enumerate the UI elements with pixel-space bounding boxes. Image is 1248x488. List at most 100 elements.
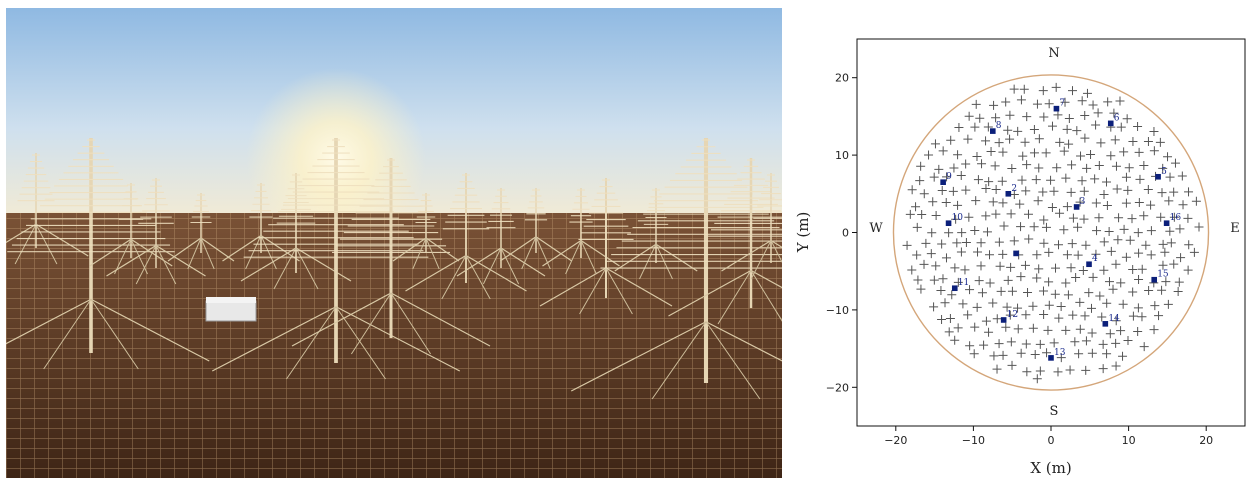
- antenna-marker: [1166, 238, 1176, 248]
- antenna-marker: [1169, 212, 1179, 222]
- antenna-marker: [973, 247, 983, 257]
- antenna-marker: [1073, 250, 1083, 260]
- antenna-marker: [1109, 108, 1119, 118]
- antenna-marker: [1075, 297, 1085, 307]
- antenna-marker: [1046, 175, 1056, 185]
- antenna-marker: [996, 286, 1006, 296]
- antenna-marker: [946, 135, 956, 145]
- antenna-marker: [1128, 264, 1138, 274]
- antenna-tree: [211, 138, 461, 380]
- antenna-marker: [973, 175, 983, 185]
- antenna-marker: [1051, 82, 1061, 92]
- antenna-marker: [972, 152, 982, 162]
- antenna-marker: [1044, 300, 1054, 310]
- antenna-marker: [1068, 213, 1078, 223]
- antenna-marker: [1096, 138, 1106, 148]
- antenna-marker: [985, 250, 995, 260]
- antenna-marker: [981, 211, 991, 221]
- antenna-marker: [1134, 197, 1144, 207]
- antenna-marker: [1043, 325, 1053, 335]
- antenna-marker: [1049, 186, 1059, 196]
- antenna-marker: [985, 278, 995, 288]
- antenna-marker: [1029, 125, 1039, 135]
- antenna-marker: [981, 183, 991, 193]
- antenna-marker: [1075, 197, 1085, 207]
- antenna-marker: [1041, 148, 1051, 158]
- antenna-marker: [1111, 338, 1121, 348]
- antenna-marker: [1146, 250, 1156, 260]
- antenna-marker: [1016, 95, 1026, 105]
- antenna-marker: [1183, 265, 1193, 275]
- antenna-marker: [953, 150, 963, 160]
- antenna-marker: [1081, 240, 1091, 250]
- highlighted-tile-marker: [1000, 317, 1007, 323]
- antenna-marker: [977, 159, 987, 169]
- antenna-marker: [1022, 367, 1032, 377]
- antenna-marker: [1016, 222, 1026, 232]
- antenna-marker: [1183, 213, 1193, 223]
- antenna-marker: [976, 261, 986, 271]
- antenna-marker: [970, 225, 980, 235]
- antenna-marker: [1077, 96, 1087, 106]
- antenna-marker: [940, 298, 950, 308]
- antenna-marker: [1189, 247, 1199, 257]
- antenna-marker: [1133, 326, 1143, 336]
- antenna-marker: [1122, 114, 1132, 124]
- antenna-marker: [953, 323, 963, 333]
- antenna-marker: [954, 123, 964, 133]
- antenna-marker: [1165, 226, 1175, 236]
- antenna-marker: [965, 341, 975, 351]
- antenna-marker: [1157, 285, 1167, 295]
- antenna-marker: [1001, 322, 1011, 332]
- antenna-marker: [1051, 263, 1061, 273]
- antenna-marker: [1139, 342, 1149, 352]
- antenna-marker: [956, 247, 966, 257]
- antenna-marker: [931, 261, 941, 271]
- antenna-marker: [988, 298, 998, 308]
- antenna-marker: [1003, 125, 1013, 135]
- antenna-marker: [1158, 260, 1168, 270]
- antenna-marker: [1170, 158, 1180, 168]
- antenna-marker: [1047, 121, 1057, 131]
- antenna-marker: [1101, 177, 1111, 187]
- antenna-marker: [1111, 361, 1121, 371]
- antenna-marker: [1005, 134, 1015, 144]
- antenna-marker: [1034, 163, 1044, 173]
- antenna-marker: [997, 176, 1007, 186]
- antenna-marker: [1080, 311, 1090, 321]
- antenna-marker: [1164, 196, 1174, 206]
- antenna-marker: [1133, 303, 1143, 313]
- highlighted-tile-marker: [1107, 120, 1114, 127]
- antenna-marker: [934, 164, 944, 174]
- antenna-marker: [927, 228, 937, 238]
- antenna-marker: [1053, 367, 1063, 377]
- antenna-marker: [1150, 301, 1160, 311]
- highlighted-tile-label: 14: [1108, 314, 1120, 324]
- antenna-marker: [950, 263, 960, 273]
- compass-south: S: [1050, 404, 1059, 419]
- antenna-marker: [1013, 324, 1023, 334]
- antenna-marker: [1018, 151, 1028, 161]
- antenna-marker: [913, 275, 923, 285]
- antenna-tree: [539, 178, 673, 315]
- antenna-marker: [1112, 184, 1122, 194]
- antenna-marker: [970, 322, 980, 332]
- x-tick-label: −20: [884, 434, 907, 447]
- antenna-marker: [1035, 366, 1045, 376]
- antenna-marker: [1029, 222, 1039, 232]
- highlighted-tile-label: 12: [1007, 310, 1018, 320]
- antenna-marker: [1116, 122, 1126, 132]
- antenna-marker: [942, 172, 952, 182]
- antenna-tree: [6, 138, 210, 370]
- antenna-marker: [941, 198, 951, 208]
- antenna-marker: [1034, 134, 1044, 144]
- antenna-marker: [1021, 310, 1031, 320]
- antenna-marker: [1067, 239, 1077, 249]
- antenna-marker: [1038, 187, 1048, 197]
- antenna-marker: [1087, 348, 1097, 358]
- antenna-marker: [1078, 265, 1088, 275]
- antenna-marker: [960, 265, 970, 275]
- antenna-markers: [902, 82, 1204, 384]
- antenna-marker: [975, 113, 985, 123]
- highlighted-tile-label: 7: [1059, 99, 1065, 109]
